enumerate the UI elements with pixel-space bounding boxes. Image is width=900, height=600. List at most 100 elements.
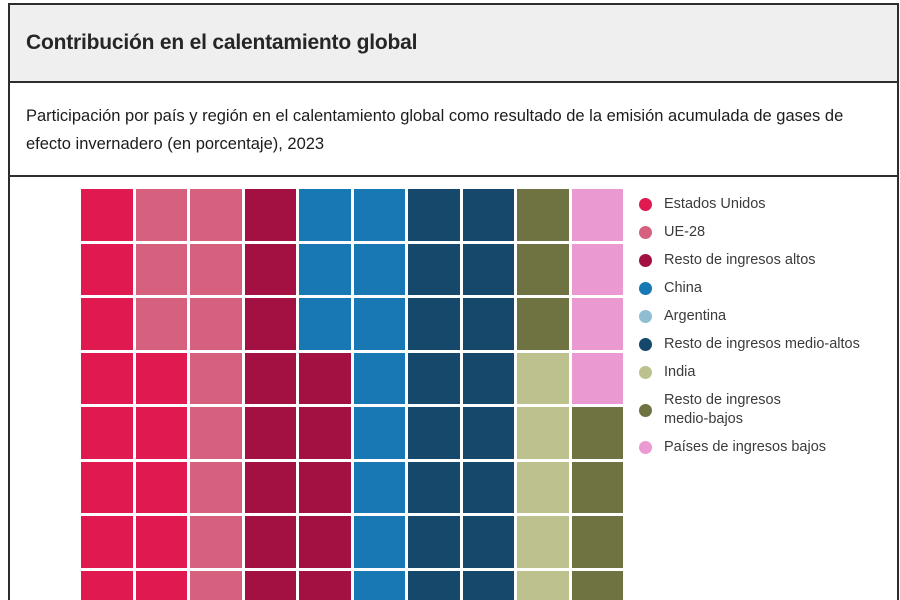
waffle-grid <box>81 189 623 600</box>
waffle-cell-chn <box>353 243 405 295</box>
waffle-cell-alt <box>244 461 296 513</box>
waffle-cell-ue28 <box>190 570 242 600</box>
legend-item-low: Países de ingresos bajos <box>639 438 860 457</box>
waffle-cell-mb <box>571 461 623 513</box>
waffle-cell-mb <box>517 189 569 241</box>
waffle-cell-ma <box>408 461 460 513</box>
waffle-cell-chn <box>299 189 351 241</box>
waffle-cell-us <box>81 570 133 600</box>
waffle-cell-chn <box>299 243 351 295</box>
legend-label: Argentina <box>664 308 727 324</box>
legend-swatch-icon <box>639 282 652 295</box>
waffle-cell-mb <box>517 298 569 350</box>
waffle-cell-chn <box>353 189 405 241</box>
chart-header: Contribución en el calentamiento global <box>10 5 897 83</box>
waffle-cell-alt <box>244 243 296 295</box>
legend-label: UE-28 <box>664 224 706 240</box>
waffle-cell-ue28 <box>190 298 242 350</box>
legend-label: Resto de ingresos medio-altos <box>664 336 860 352</box>
waffle-cell-alt <box>244 298 296 350</box>
waffle-cell-ue28 <box>190 352 242 404</box>
waffle-cell-us <box>135 407 187 459</box>
page-title: Contribución en el calentamiento global <box>26 31 418 54</box>
waffle-cell-chn <box>299 298 351 350</box>
legend-swatch-icon <box>639 403 652 417</box>
legend-label: Estados Unidos <box>664 196 766 212</box>
legend-item-arg: Argentina <box>639 307 860 326</box>
legend-label: Resto de ingresos altos <box>664 252 816 268</box>
waffle-cell-ma <box>408 570 460 600</box>
legend-swatch-icon <box>639 338 652 351</box>
waffle-cell-ue28 <box>135 243 187 295</box>
waffle-cell-ma <box>462 189 514 241</box>
waffle-cell-ue28 <box>190 189 242 241</box>
waffle-cell-ma <box>408 189 460 241</box>
chart-area: Estados Unidos UE-28 Resto de ingresos alt… <box>10 177 897 600</box>
waffle-cell-chn <box>353 516 405 568</box>
waffle-cell-chn <box>353 352 405 404</box>
legend: Estados Unidos UE-28 Resto de ingresos alt… <box>639 195 860 600</box>
waffle-cell-ma <box>462 516 514 568</box>
waffle-cell-mb <box>571 570 623 600</box>
waffle-cell-us <box>81 298 133 350</box>
waffle-cell-chn <box>353 298 405 350</box>
legend-label: Países de ingresos bajos <box>664 439 827 455</box>
waffle-cell-ind <box>517 461 569 513</box>
waffle-cell-alt <box>244 189 296 241</box>
waffle-cell-alt <box>244 352 296 404</box>
waffle-cell-ue28 <box>190 461 242 513</box>
legend-swatch-icon <box>639 226 652 239</box>
legend-label: Resto de ingresos medio-bajos <box>664 392 781 427</box>
chart-card: Contribución en el calentamiento global … <box>8 3 899 600</box>
waffle-cell-ue28 <box>135 189 187 241</box>
waffle-cell-ue28 <box>190 407 242 459</box>
waffle-cell-ma <box>462 570 514 600</box>
waffle-cell-us <box>81 461 133 513</box>
chart-subtitle-section: Participación por país y región en el ca… <box>10 83 897 177</box>
waffle-cell-ma <box>408 298 460 350</box>
legend-swatch-icon <box>639 441 652 454</box>
waffle-cell-ma <box>408 243 460 295</box>
waffle-cell-ue28 <box>190 243 242 295</box>
subtitle-text: Participación por país y región en el ca… <box>26 107 844 153</box>
legend-item-chn: China <box>639 279 860 298</box>
waffle-cell-us <box>81 516 133 568</box>
waffle-cell-ma <box>408 407 460 459</box>
waffle-cell-ma <box>462 407 514 459</box>
waffle-cell-ue28 <box>135 298 187 350</box>
waffle-cell-us <box>135 461 187 513</box>
legend-item-mb: Resto de ingresos medio-bajos <box>639 391 860 429</box>
waffle-cell-ma <box>462 352 514 404</box>
legend-label: China <box>664 280 702 296</box>
waffle-cell-mb <box>571 407 623 459</box>
waffle-cell-low <box>571 352 623 404</box>
waffle-cell-ind <box>517 570 569 600</box>
waffle-cell-us <box>81 352 133 404</box>
waffle-cell-ma <box>408 516 460 568</box>
waffle-cell-alt <box>244 516 296 568</box>
waffle-cell-mb <box>571 516 623 568</box>
waffle-cell-ind <box>517 352 569 404</box>
legend-item-alt: Resto de ingresos altos <box>639 251 860 270</box>
waffle-cell-mb <box>517 243 569 295</box>
waffle-cell-ma <box>462 298 514 350</box>
waffle-cell-ind <box>517 407 569 459</box>
legend-item-ue28: UE-28 <box>639 223 860 242</box>
waffle-cell-alt <box>299 461 351 513</box>
legend-swatch-icon <box>639 366 652 379</box>
waffle-cell-chn <box>353 570 405 600</box>
legend-label: India <box>664 364 696 380</box>
legend-swatch-icon <box>639 254 652 267</box>
waffle-cell-ue28 <box>190 516 242 568</box>
waffle-cell-ma <box>462 243 514 295</box>
waffle-cell-us <box>135 570 187 600</box>
waffle-cell-alt <box>244 407 296 459</box>
legend-swatch-icon <box>639 310 652 323</box>
waffle-cell-low <box>571 298 623 350</box>
waffle-cell-us <box>135 516 187 568</box>
waffle-cell-alt <box>299 516 351 568</box>
waffle-cell-low <box>571 243 623 295</box>
waffle-cell-chn <box>353 407 405 459</box>
waffle-cell-alt <box>299 352 351 404</box>
waffle-cell-us <box>81 189 133 241</box>
